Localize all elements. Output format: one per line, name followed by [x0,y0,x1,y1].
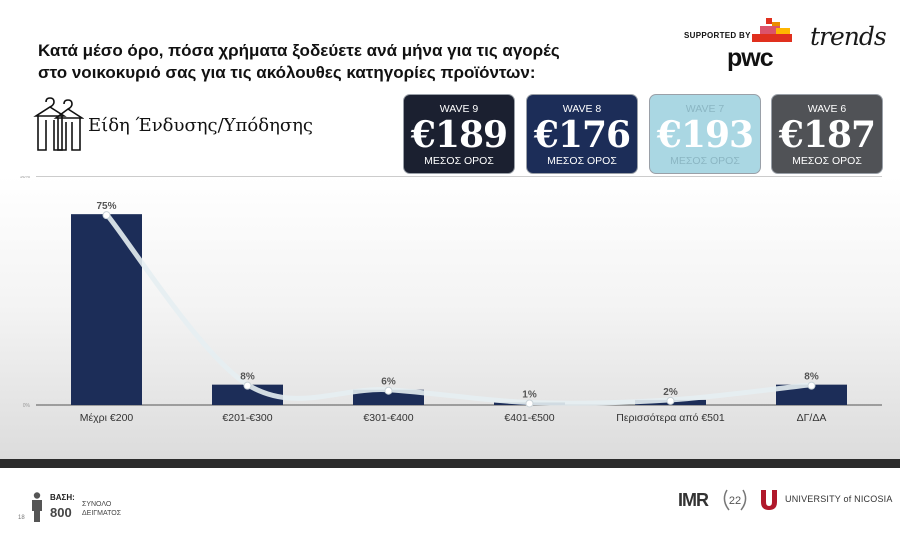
bar [776,384,847,405]
title-line-1: Κατά μέσο όρο, πόσα χρήματα ξοδεύετε ανά… [38,41,560,60]
wave-9-card: WAVE 9 €189 ΜΕΣΟΣ ΟΡΟΣ [403,94,515,174]
imr-logo: IMR [678,490,709,510]
laurel-anniversary-icon: 22 [723,489,747,511]
chart-background [0,176,900,460]
bar-chart: 90% 0% 75% 8% 6% 1% 2% 8% Μέχρι €200 €201-€300 €30… [20,176,882,424]
pwc-logo: pwc [727,44,774,72]
wave-7-card: WAVE 7 €193 ΜΕΣΟΣ ΟΡΟΣ [649,94,761,174]
title-line-2: στο νοικοκυριό σας για τις ακόλουθες κατ… [38,63,536,82]
wave-6-card: WAVE 6 €187 ΜΕΣΟΣ ΟΡΟΣ [771,94,883,174]
wave-subtitle: ΜΕΣΟΣ ΟΡΟΣ [792,155,862,167]
wave-value: €193 [656,114,754,156]
trend-point [102,211,111,220]
page-number: 18 [18,515,25,521]
y-tick-label: 0% [23,403,31,409]
category-label: Είδη Ένδυσης/Υπόδησης [88,115,313,136]
x-tick-label: €401-€500 [504,412,554,424]
person-icon [32,492,42,522]
wave-8-card: WAVE 8 €176 ΜΕΣΟΣ ΟΡΟΣ [526,94,638,174]
bar [71,214,142,405]
data-label: 8% [240,372,255,383]
y-tick-label: 90% [20,176,31,180]
wave-subtitle: ΜΕΣΟΣ ΟΡΟΣ [547,155,617,167]
trend-point [807,381,816,390]
footer-divider [0,459,900,468]
sample-line-2: ΔΕΙΓΜΑΤΟΣ [82,510,122,517]
x-tick-label: ΔΓ/ΔΑ [797,412,827,424]
supported-by-label: SUPPORTED BY [684,31,751,40]
university-label: UNIVERSITY of NICOSIA [785,494,893,504]
wave-subtitle: ΜΕΣΟΣ ΟΡΟΣ [670,155,740,167]
x-tick-label: €301-€400 [363,412,413,424]
wave-value: €187 [778,114,876,156]
anniversary-number: 22 [729,495,741,507]
trend-point [384,386,393,395]
data-label: 6% [381,377,396,388]
sample-line-1: ΣΥΝΟΛΟ [82,501,112,508]
page-title: Κατά μέσο όρο, πόσα χρήματα ξοδεύετε ανά… [38,40,598,84]
x-tick-label: Μέχρι €200 [80,412,134,424]
trend-point [666,396,675,405]
wave-subtitle: ΜΕΣΟΣ ΟΡΟΣ [424,155,494,167]
university-logo-mark [761,490,777,510]
wave-name: WAVE 6 [807,103,847,115]
wave-name: WAVE 9 [439,103,479,115]
base-value: 800 [50,505,72,520]
wave-name: WAVE 8 [562,103,602,115]
pwc-logo-mark [752,18,792,42]
bar [212,384,283,405]
sample-label: ΣΥΝΟΛΟ ΔΕΙΓΜΑΤΟΣ [82,500,152,518]
data-label: 75% [96,201,116,212]
x-tick-label: Περισσότερα από €501 [616,412,725,424]
data-label: 2% [663,387,678,398]
x-tick-label: €201-€300 [222,412,272,424]
clothes-hanger-icon [33,97,84,151]
trends-logo: trends [810,22,887,51]
trend-point [243,381,252,390]
trend-line [104,212,812,406]
data-label: 8% [804,372,819,383]
wave-value: €189 [410,114,508,156]
wave-value: €176 [533,114,631,156]
data-label: 1% [522,389,537,400]
base-label: ΒΑΣΗ: [50,493,75,502]
wave-name: WAVE 7 [685,103,725,115]
trend-point [525,399,534,408]
